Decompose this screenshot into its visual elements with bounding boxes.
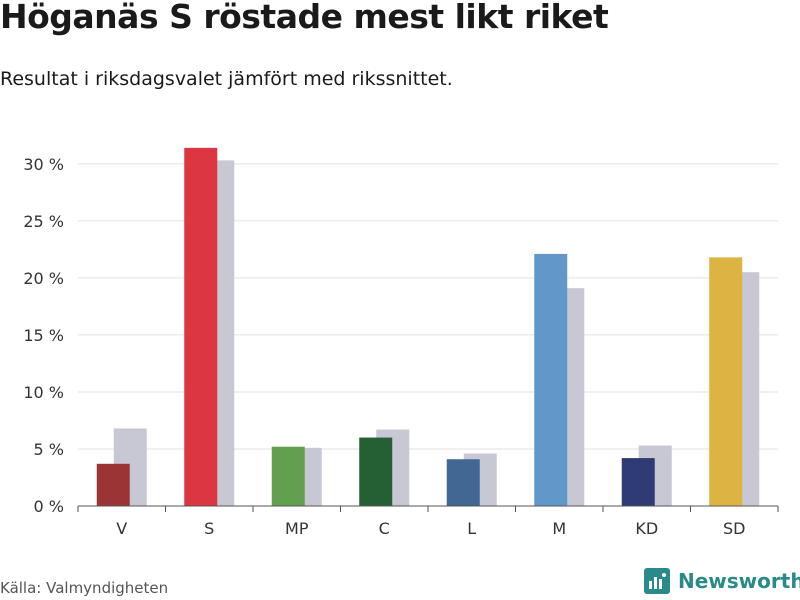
x-tick-label: SD [723,519,745,538]
x-tick-label: S [204,519,214,538]
x-tick-label: MP [285,519,309,538]
y-tick-label: 5 % [34,440,64,459]
y-tick-label: 0 % [34,497,64,516]
x-tick-label: V [116,519,127,538]
y-tick-label: 15 % [23,326,64,345]
bars [96,147,760,506]
chart-subtitle: Resultat i riksdagsvalet jämfört med rik… [0,68,453,90]
bar-local-l [446,459,480,506]
bar-local-s [184,147,218,506]
y-axis-ticks: 0 % 5 % 10 % 15 % 20 % 25 % 30 % [23,155,64,516]
x-tick-label: L [467,519,476,538]
bar-local-c [359,437,393,506]
bar-local-m [534,253,568,506]
chart-title: Höganäs S röstade mest likt riket [0,0,609,36]
x-tick-label: KD [635,519,658,538]
newsworthy-logo-text: Newsworthy [678,569,800,593]
x-tick-label: M [552,519,566,538]
bar-local-kd [621,458,655,506]
bar-local-sd [709,257,743,506]
bar-local-v [96,463,130,506]
y-tick-label: 10 % [23,383,64,402]
source-note: Källa: Valmyndigheten [0,579,169,597]
y-tick-label: 20 % [23,269,64,288]
bar-local-mp [271,446,305,506]
newsworthy-logo-icon [644,568,670,594]
y-tick-label: 25 % [23,212,64,231]
newsworthy-logo[interactable]: Newsworthy [644,568,800,594]
gridlines [78,163,778,450]
y-tick-label: 30 % [23,155,64,174]
x-tick-label: C [379,519,390,538]
x-axis: V S MP C L M KD SD [77,505,779,538]
